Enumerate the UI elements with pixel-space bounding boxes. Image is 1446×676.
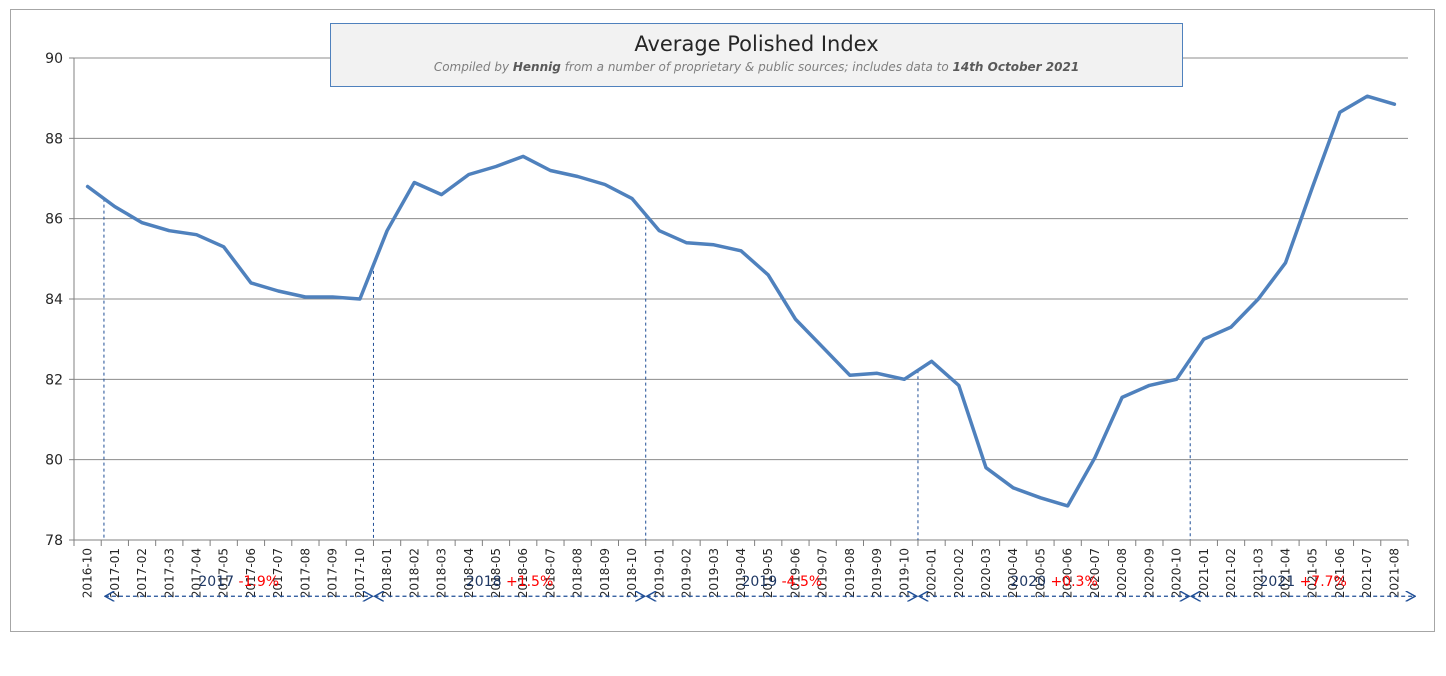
period-year: 2021 (1259, 574, 1299, 590)
x-tick-label: 2021-08 (1387, 548, 1401, 598)
y-tick-label: 86 (45, 212, 63, 228)
period-change: -1.9% (238, 574, 279, 590)
x-tick-label: 2021-04 (1278, 548, 1292, 598)
period-label: 2021 +7.7% (1259, 574, 1346, 590)
period-label: 2019 -4.5% (741, 574, 822, 590)
x-tick-label: 2018-03 (435, 548, 449, 598)
x-tick-label: 2018-07 (543, 548, 557, 598)
x-tick-label: 2018-05 (489, 548, 503, 598)
x-tick-label: 2017-05 (217, 548, 231, 598)
x-tick-label: 2018-01 (380, 548, 394, 598)
y-tick-label: 80 (45, 453, 63, 469)
x-tick-label: 2017-01 (108, 548, 122, 598)
x-tick-label: 2017-06 (244, 548, 258, 598)
x-tick-label: 2018-10 (625, 548, 639, 598)
x-tick-label: 2019-02 (680, 548, 694, 598)
x-tick-label: 2021-02 (1224, 548, 1238, 598)
subtitle-middle: from a number of proprietary & public so… (560, 60, 953, 74)
x-tick-label: 2020-08 (1115, 548, 1129, 598)
y-tick-label: 88 (45, 131, 63, 147)
x-tick-label: 2021-05 (1306, 548, 1320, 598)
x-tick-label: 2021-06 (1333, 548, 1347, 598)
x-tick-label: 2019-07 (816, 548, 830, 598)
x-tick-label: 2019-06 (788, 548, 802, 598)
x-tick-label: 2020-05 (1033, 548, 1047, 598)
x-tick-label: 2018-04 (462, 548, 476, 598)
x-tick-label: 2016-10 (81, 548, 95, 598)
x-tick-label: 2020-01 (925, 548, 939, 598)
y-tick-label: 82 (45, 372, 63, 388)
x-tick-label: 2019-01 (652, 548, 666, 598)
x-tick-label: 2019-05 (761, 548, 775, 598)
x-tick-label: 2017-07 (271, 548, 285, 598)
x-tick-label: 2020-06 (1061, 548, 1075, 598)
x-tick-label: 2020-04 (1006, 548, 1020, 598)
period-change: -4.5% (782, 574, 823, 590)
subtitle-date: 14th October 2021 (952, 60, 1080, 74)
x-tick-label: 2017-08 (298, 548, 312, 598)
period-change: +1.5% (506, 574, 553, 590)
x-tick-label: 2021-07 (1360, 548, 1374, 598)
period-change: +0.3% (1050, 574, 1097, 590)
period-year: 2019 (741, 574, 781, 590)
period-year: 2020 (1010, 574, 1050, 590)
x-tick-label: 2021-01 (1197, 548, 1211, 598)
x-tick-label: 2018-08 (571, 548, 585, 598)
x-tick-label: 2017-03 (162, 548, 176, 598)
x-tick-label: 2020-10 (1170, 548, 1184, 598)
x-tick-label: 2019-04 (734, 548, 748, 598)
x-tick-label: 2018-06 (516, 548, 530, 598)
period-label: 2018 +1.5% (466, 574, 553, 590)
period-label: 2020 +0.3% (1010, 574, 1097, 590)
x-tick-label: 2019-10 (897, 548, 911, 598)
x-tick-label: 2019-03 (707, 548, 721, 598)
y-tick-label: 84 (45, 292, 63, 308)
x-tick-label: 2017-04 (190, 548, 204, 598)
x-tick-label: 2017-10 (353, 548, 367, 598)
x-tick-label: 2018-02 (407, 548, 421, 598)
chart-subtitle: Compiled by Hennig from a number of prop… (331, 60, 1182, 74)
period-change: +7.7% (1300, 574, 1347, 590)
x-tick-label: 2020-09 (1142, 548, 1156, 598)
x-tick-label: 2017-02 (135, 548, 149, 598)
period-label: 2017 -1.9% (198, 574, 279, 590)
x-tick-label: 2018-09 (598, 548, 612, 598)
period-year: 2017 (198, 574, 238, 590)
y-tick-label: 90 (45, 51, 63, 67)
x-tick-label: 2021-03 (1251, 548, 1265, 598)
x-tick-label: 2020-07 (1088, 548, 1102, 598)
subtitle-prefix: Compiled by (433, 60, 513, 74)
x-tick-label: 2020-03 (979, 548, 993, 598)
x-tick-label: 2019-08 (843, 548, 857, 598)
x-tick-label: 2017-09 (326, 548, 340, 598)
chart-title-box: Average Polished Index Compiled by Henni… (330, 23, 1183, 87)
x-tick-label: 2019-09 (870, 548, 884, 598)
period-year: 2018 (466, 574, 506, 590)
chart-title: Average Polished Index (634, 32, 879, 56)
subtitle-author: Hennig (512, 60, 561, 74)
series-line (85, 94, 1397, 508)
y-tick-label: 78 (45, 533, 63, 549)
chart-frame (10, 9, 1435, 632)
x-tick-label: 2020-02 (952, 548, 966, 598)
